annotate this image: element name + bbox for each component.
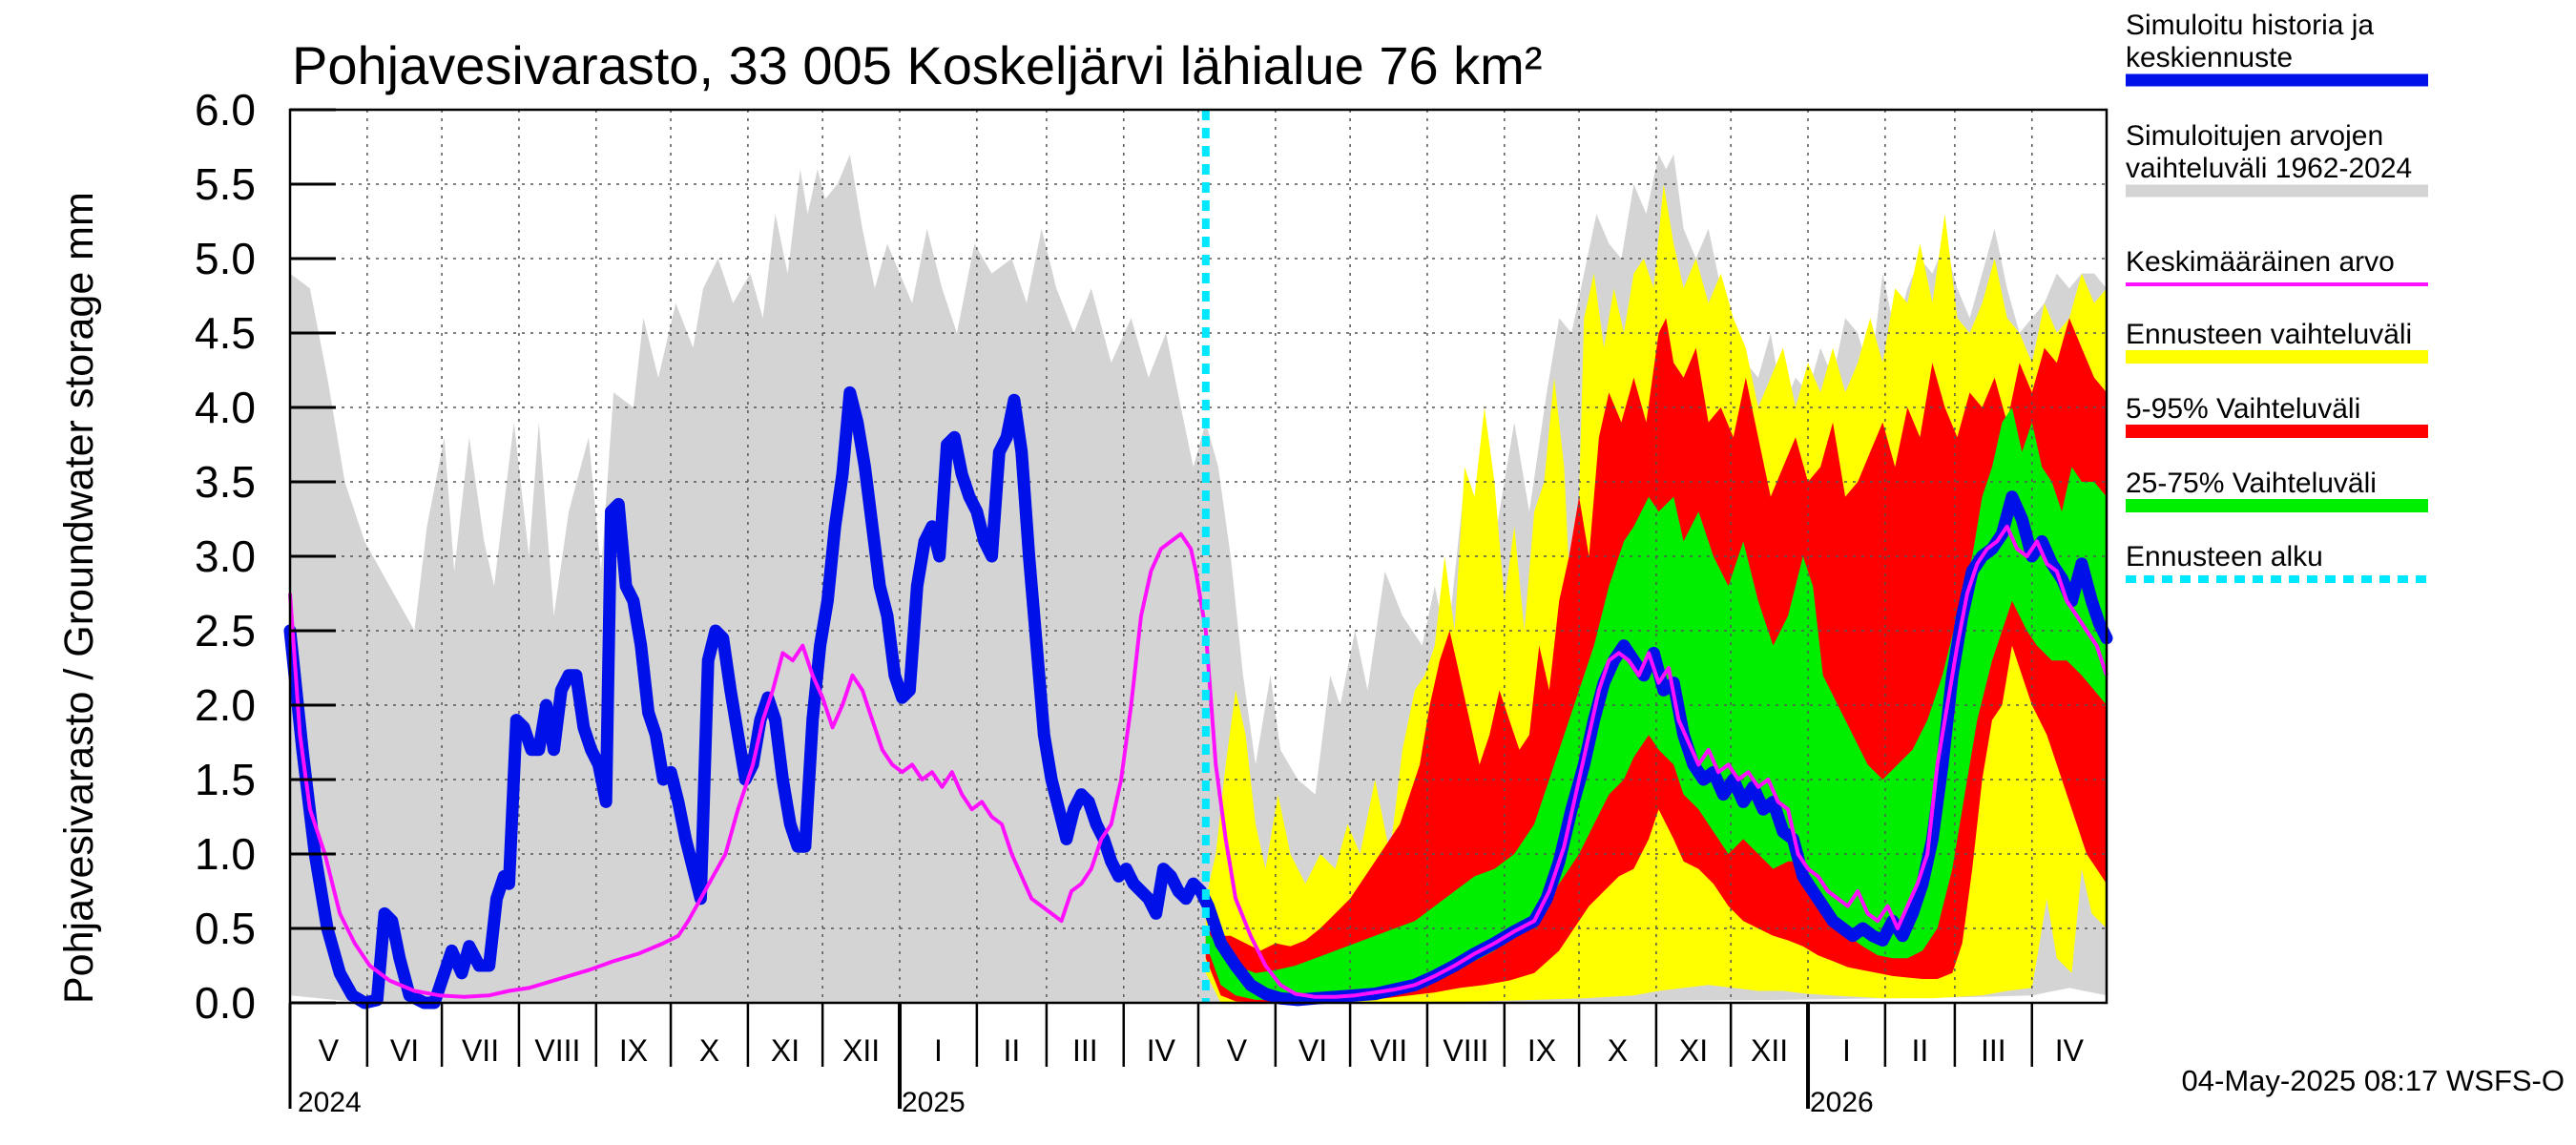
legend-label: Ennusteen alku <box>2126 541 2323 572</box>
legend-label: vaihteluväli 1962-2024 <box>2126 153 2412 184</box>
y-axis-label: Pohjavesivarasto / Groundwater storage m… <box>56 192 102 1004</box>
legend-label: Keskimääräinen arvo <box>2126 246 2395 278</box>
y-tick-label: 0.0 <box>195 978 256 1028</box>
legend-label: 25-75% Vaihteluväli <box>2126 468 2377 499</box>
year-label: 2025 <box>902 1087 966 1118</box>
y-tick-label: 0.5 <box>195 904 256 953</box>
month-label: I <box>1842 1033 1851 1068</box>
month-label: VII <box>462 1033 499 1068</box>
axes <box>288 108 2109 1109</box>
timestamp: 04-May-2025 08:17 WSFS-O <box>2182 1064 2565 1097</box>
y-tick-label: 2.5 <box>195 606 256 656</box>
month-label: VI <box>1298 1033 1327 1068</box>
legend-label: Simuloitujen arvojen <box>2126 120 2383 152</box>
y-tick-label: 1.0 <box>195 829 256 879</box>
legend-label: keskiennuste <box>2126 42 2293 73</box>
month-label: III <box>1981 1033 2006 1068</box>
month-label: IX <box>619 1033 648 1068</box>
month-label: XII <box>1751 1033 1788 1068</box>
month-label: XII <box>842 1033 880 1068</box>
mean-line <box>288 524 2109 999</box>
month-label: XI <box>771 1033 800 1068</box>
y-tick-label: 3.5 <box>195 457 256 507</box>
month-label: IV <box>2055 1033 2085 1068</box>
month-label: I <box>934 1033 943 1068</box>
chart-title: Pohjavesivarasto, 33 005 Koskeljärvi läh… <box>292 35 1542 95</box>
month-label: XI <box>1679 1033 1708 1068</box>
x-tick-labels: V VI VII VIII IX X XI XII I II III IV V VI VII VIII IX X X… <box>298 1033 2085 1118</box>
legend-label: 5-95% Vaihteluväli <box>2126 393 2360 425</box>
month-label: II <box>1003 1033 1020 1068</box>
series-lines <box>283 110 2113 1010</box>
year-label: 2024 <box>298 1087 362 1118</box>
legend-label: Simuloitu historia ja <box>2126 10 2374 41</box>
y-tick-label: 4.0 <box>195 383 256 432</box>
y-tick-label: 5.0 <box>195 234 256 283</box>
gridlines <box>290 109 2107 1003</box>
month-label: IV <box>1147 1033 1176 1068</box>
month-label: IX <box>1527 1033 1556 1068</box>
y-tick-label: 2.0 <box>195 680 256 730</box>
month-label: III <box>1072 1033 1098 1068</box>
y-tick-label: 1.5 <box>195 755 256 804</box>
y-tick-label: 5.5 <box>195 159 256 209</box>
y-tick-label: 6.0 <box>195 85 256 135</box>
month-label: VI <box>390 1033 419 1068</box>
legend-label: Ennusteen vaihteluväli <box>2126 319 2412 350</box>
y-tick-label: 4.5 <box>195 308 256 358</box>
month-label: VII <box>1370 1033 1407 1068</box>
month-label: VIII <box>534 1033 580 1068</box>
y-tick-labels: 0.0 0.5 1.0 1.5 2.0 2.5 3.0 3.5 4.0 4.5 5.0 5.5 6.0 <box>195 85 256 1028</box>
month-label: II <box>1911 1033 1928 1068</box>
month-label: X <box>699 1033 719 1068</box>
month-label: VIII <box>1443 1033 1488 1068</box>
month-label: V <box>319 1033 340 1068</box>
month-label: X <box>1608 1033 1628 1068</box>
y-tick-label: 3.0 <box>195 531 256 581</box>
month-label: V <box>1227 1033 1248 1068</box>
year-label: 2026 <box>1810 1087 1874 1118</box>
